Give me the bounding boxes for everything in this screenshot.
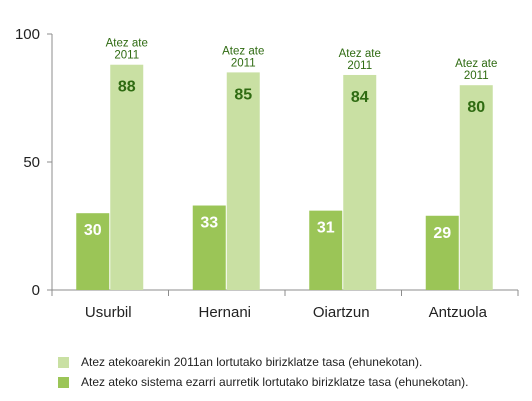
- bar-2011: [459, 85, 493, 290]
- y-tick-label: 50: [23, 154, 40, 171]
- bar-annotation-line: Atez ate: [339, 48, 381, 60]
- legend-item-before: Atez ateko sistema ezarri aurretik lortu…: [58, 372, 469, 392]
- bar-annotation-line: 2011: [464, 70, 489, 82]
- legend-label-before: Atez ateko sistema ezarri aurretik lortu…: [81, 375, 469, 389]
- bar-before: [76, 213, 110, 290]
- bar-annotation-line: Atez ate: [222, 45, 264, 57]
- bar-annotation: Atez ate 2011: [339, 48, 381, 72]
- bar-value-label: 30: [84, 222, 102, 239]
- bar-annotation: Atez ate 2011: [106, 38, 148, 62]
- bar-annotation-line: Atez ate: [106, 38, 148, 50]
- legend-swatch-2011: [58, 356, 69, 368]
- bar-value-label: 29: [433, 225, 451, 242]
- bar-annotation: Atez ate 2011: [455, 58, 497, 82]
- bar-annotation: Atez ate 2011: [222, 45, 264, 69]
- bar-value-label: 85: [234, 86, 252, 103]
- bar-2011: [343, 74, 377, 291]
- legend-label-2011: Atez atekoarekin 2011an lortutako birizk…: [81, 355, 423, 369]
- x-category-label: Antzuola: [429, 304, 488, 321]
- chart-bars: [76, 64, 493, 291]
- bar-2011: [110, 64, 144, 290]
- bar-value-label: 31: [317, 220, 335, 237]
- y-tick-label: 0: [32, 282, 40, 299]
- bar-value-label: 84: [351, 89, 369, 106]
- bar-annotation-line: Atez ate: [455, 58, 497, 70]
- x-category-label: Oiartzun: [313, 304, 370, 321]
- bar-value-label: 88: [118, 79, 136, 96]
- bar-annotation-line: 2011: [114, 50, 139, 62]
- bar-before: [425, 215, 459, 290]
- x-category-label: Usurbil: [85, 304, 132, 321]
- bar-before: [309, 210, 343, 290]
- bar-2011: [226, 72, 260, 291]
- bar-annotation-line: 2011: [347, 60, 372, 72]
- legend-swatch-before: [58, 376, 69, 388]
- y-tick-label: 100: [15, 26, 40, 43]
- chart-legend: Atez atekoarekin 2011an lortutako birizk…: [58, 352, 469, 392]
- bar-value-label: 33: [200, 215, 218, 232]
- legend-item-2011: Atez atekoarekin 2011an lortutako birizk…: [58, 352, 469, 372]
- bar-before: [192, 205, 226, 290]
- bar-annotation-line: 2011: [231, 57, 256, 69]
- bar-value-label: 80: [467, 99, 485, 116]
- x-category-label: Hernani: [198, 304, 251, 321]
